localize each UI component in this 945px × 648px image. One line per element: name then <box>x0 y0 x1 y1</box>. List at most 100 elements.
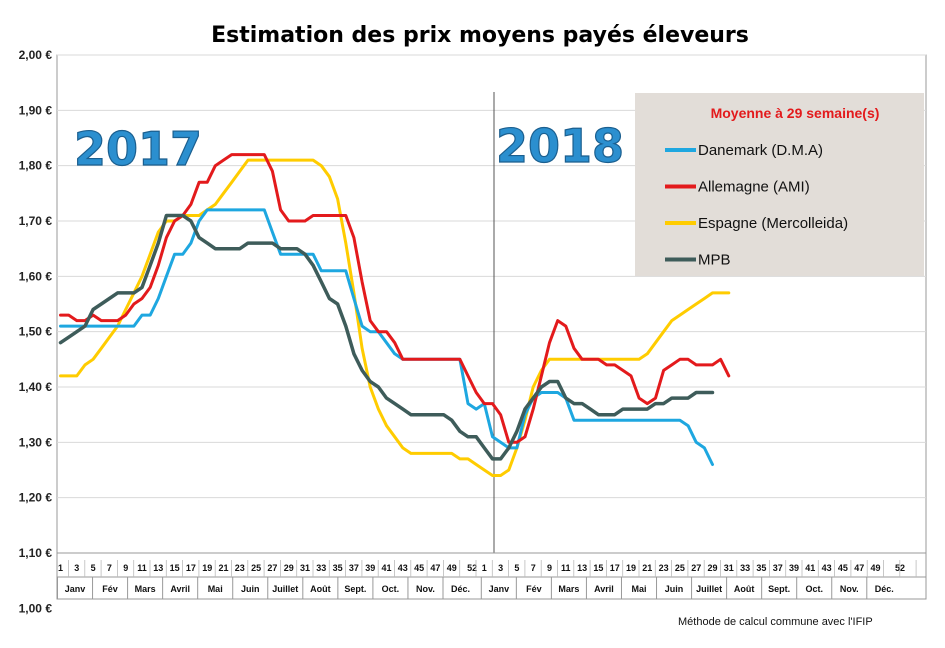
x-week-label: 29 <box>284 563 294 573</box>
x-week-label: 11 <box>561 563 571 573</box>
y-tick-label: 1,10 € <box>19 546 53 560</box>
x-week-label: 35 <box>756 563 766 573</box>
y-tick-label: 1,00 € <box>19 601 53 615</box>
x-month-label: Sept. <box>768 584 790 594</box>
x-month-label: Août <box>310 584 331 594</box>
x-week-label: 19 <box>202 563 212 573</box>
x-week-label: 9 <box>123 563 128 573</box>
year-label-2017: 2017 <box>74 122 202 176</box>
y-tick-label: 1,80 € <box>19 159 53 173</box>
x-month-label: Janv <box>65 584 86 594</box>
x-month-label: Juin <box>241 584 260 594</box>
x-week-label: 17 <box>186 563 196 573</box>
chart-title: Estimation des prix moyens payés éleveur… <box>211 23 749 48</box>
y-tick-label: 1,90 € <box>19 103 53 117</box>
x-week-label: 33 <box>740 563 750 573</box>
x-week-label: 25 <box>675 563 685 573</box>
series-line-3 <box>59 158 731 477</box>
y-tick-label: 1,30 € <box>19 435 53 449</box>
legend-entry: Danemark (D.M.A) <box>698 142 823 159</box>
axis-band <box>56 552 927 600</box>
y-tick-label: 1,50 € <box>19 325 53 339</box>
x-week-label: 13 <box>577 563 587 573</box>
x-week-label: 5 <box>514 563 519 573</box>
x-week-label: 13 <box>153 563 163 573</box>
x-week-label: 33 <box>316 563 326 573</box>
x-week-label: 21 <box>642 563 652 573</box>
legend: Danemark (D.M.A) Allemagne (AMI) Espagne (… <box>665 142 848 269</box>
x-week-label: 47 <box>430 563 440 573</box>
legend-entry: Espagne (Mercolleida) <box>698 215 848 232</box>
y-tick-label: 1,40 € <box>19 380 53 394</box>
x-month-label: Fév <box>526 584 542 594</box>
y-tick-label: 2,00 € <box>19 48 53 62</box>
x-month-label: Oct. <box>382 584 400 594</box>
x-week-label: 19 <box>626 563 636 573</box>
x-month-label: Avril <box>594 584 614 594</box>
x-week-label: 27 <box>691 563 701 573</box>
x-month-label: Fév <box>102 584 118 594</box>
x-week-label: 41 <box>381 563 391 573</box>
x-month-label: Avril <box>170 584 190 594</box>
x-month-label: Juillet <box>696 584 722 594</box>
x-month-label: Mai <box>631 584 646 594</box>
x-week-label: 41 <box>805 563 815 573</box>
x-week-label: 9 <box>547 563 552 573</box>
x-week-label: 15 <box>170 563 180 573</box>
legend-entry: MPB <box>698 252 731 269</box>
x-week-label: 37 <box>773 563 783 573</box>
x-week-label: 17 <box>610 563 620 573</box>
x-month-label: Nov. <box>416 584 435 594</box>
x-month-label: Déc. <box>451 584 470 594</box>
y-tick-label: 1,60 € <box>19 269 53 283</box>
x-week-label: 3 <box>74 563 79 573</box>
y-axis-ticks: 1,00 € 1,10 € 1,20 € 1,30 € 1,40 € 1,50 € 1,60… <box>19 48 53 615</box>
x-week-label: 43 <box>398 563 408 573</box>
x-week-label: 52 <box>467 563 477 573</box>
legend-title: Moyenne à 29 semaine(s) <box>711 105 880 121</box>
x-week-label: 7 <box>107 563 112 573</box>
method-note: Méthode de calcul commune avec l'IFIP <box>678 616 873 628</box>
x-week-label: 15 <box>593 563 603 573</box>
legend-entry: Allemagne (AMI) <box>698 179 810 196</box>
x-month-label: Mai <box>208 584 223 594</box>
x-week-label: 29 <box>707 563 717 573</box>
x-week-label: 1 <box>482 563 487 573</box>
x-week-label: 49 <box>447 563 457 573</box>
y-tick-label: 1,20 € <box>19 491 53 505</box>
x-week-label: 31 <box>724 563 734 573</box>
x-week-label: 39 <box>365 563 375 573</box>
x-month-label: Juillet <box>272 584 298 594</box>
x-month-label: Janv <box>489 584 510 594</box>
x-month-label: Sept. <box>344 584 366 594</box>
x-month-label: Mars <box>558 584 579 594</box>
x-week-label: 45 <box>838 563 848 573</box>
x-week-label: 1 <box>58 563 63 573</box>
x-month-label: Nov. <box>840 584 859 594</box>
x-week-label: 47 <box>854 563 864 573</box>
x-month-label: Oct. <box>805 584 823 594</box>
x-week-label: 49 <box>870 563 880 573</box>
x-week-label: 37 <box>349 563 359 573</box>
y-tick-label: 1,70 € <box>19 214 53 228</box>
x-week-label: 39 <box>789 563 799 573</box>
series-lines <box>58 153 731 477</box>
x-month-label: Août <box>734 584 755 594</box>
x-week-label: 7 <box>531 563 536 573</box>
x-week-label: 23 <box>659 563 669 573</box>
x-axis: 1 3 5 7 9 11 13 15 17 19 21 23 25 27 29 31 33 35 37 39 41 43 4… <box>57 560 917 599</box>
x-week-label: 43 <box>822 563 832 573</box>
x-week-label: 35 <box>333 563 343 573</box>
x-month-label: Déc. <box>875 584 894 594</box>
x-week-label: 45 <box>414 563 424 573</box>
x-month-label: Juin <box>665 584 684 594</box>
year-label-2018: 2018 <box>496 119 624 173</box>
x-week-label: 3 <box>498 563 503 573</box>
x-week-label: 21 <box>218 563 228 573</box>
x-week-label: 31 <box>300 563 310 573</box>
x-week-label: 25 <box>251 563 261 573</box>
x-week-label: 23 <box>235 563 245 573</box>
x-month-label: Mars <box>135 584 156 594</box>
x-week-label: 5 <box>91 563 96 573</box>
